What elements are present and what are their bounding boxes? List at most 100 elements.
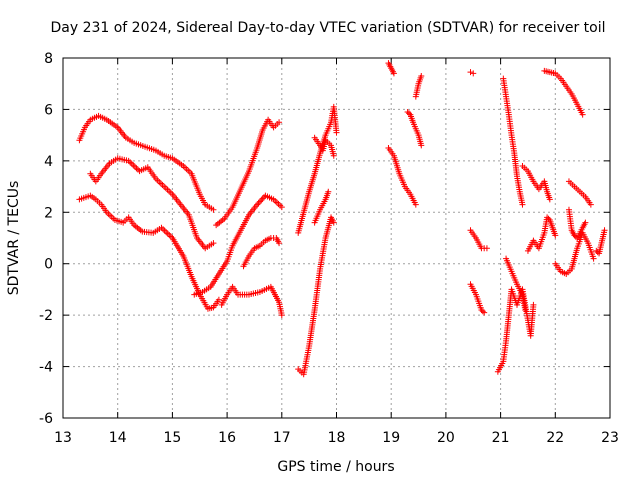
series-track-n <box>404 109 425 149</box>
data-point <box>130 162 137 169</box>
data-point <box>418 142 425 149</box>
data-point <box>278 312 285 319</box>
data-points <box>76 60 608 378</box>
series-track-c <box>87 155 217 252</box>
data-point <box>163 229 170 236</box>
x-tick-label: 15 <box>163 430 181 446</box>
series-track-l <box>385 60 397 77</box>
series-track-h <box>295 103 340 236</box>
series-track-f <box>218 283 285 319</box>
series-track-s <box>494 286 537 375</box>
y-tick-label: 6 <box>44 102 53 118</box>
y-tick-label: -2 <box>39 308 53 324</box>
series-track-t <box>500 75 526 208</box>
data-point <box>390 70 397 77</box>
series-track-q <box>467 227 490 252</box>
data-point <box>256 198 263 205</box>
x-tick-label: 22 <box>546 430 564 446</box>
data-point <box>545 215 552 222</box>
data-point <box>215 296 222 303</box>
y-tick-label: 2 <box>44 205 53 221</box>
series-track-aa <box>565 178 594 208</box>
data-point <box>276 119 283 126</box>
data-point <box>330 152 337 159</box>
series-track-w <box>524 214 559 254</box>
data-point <box>590 255 597 262</box>
data-point <box>479 308 486 315</box>
data-point <box>210 206 217 213</box>
data-point <box>276 240 283 247</box>
y-tick-label: 0 <box>44 257 53 273</box>
series-track-y <box>552 229 597 277</box>
data-point <box>259 195 266 202</box>
series-track-u <box>503 255 529 313</box>
series-track-i <box>295 214 337 378</box>
data-point <box>467 69 474 76</box>
series-track-d <box>191 192 285 298</box>
series-track-a <box>76 112 217 213</box>
data-point <box>587 201 594 208</box>
data-point <box>546 196 553 203</box>
data-point <box>522 307 529 313</box>
x-tick-label: 13 <box>54 430 72 446</box>
data-point <box>481 309 488 316</box>
series-track-e <box>213 116 283 229</box>
series-track-z <box>565 206 589 241</box>
data-point <box>579 111 586 118</box>
series-track-ab <box>593 227 608 257</box>
data-point <box>519 201 526 208</box>
y-tick-labels: -6 -4 -2 0 2 4 6 8 <box>39 51 53 427</box>
data-point <box>333 129 340 136</box>
data-point <box>133 165 140 172</box>
x-tick-label: 18 <box>328 430 346 446</box>
series-track-v <box>519 163 553 203</box>
data-point <box>418 73 425 79</box>
series-track-g <box>240 235 283 270</box>
x-tick-label: 21 <box>492 430 510 446</box>
x-tick-label: 19 <box>382 430 400 446</box>
data-point <box>128 160 135 167</box>
data-point <box>571 232 578 239</box>
y-tick-label: 4 <box>44 154 53 170</box>
data-point <box>166 232 173 239</box>
series-track-x <box>541 67 586 118</box>
x-tick-label: 23 <box>601 430 619 446</box>
plot-frame <box>62 57 611 419</box>
chart-title: Day 231 of 2024, Sidereal Day-to-day VTE… <box>50 20 605 36</box>
y-tick-label: -4 <box>39 360 53 376</box>
series-track-p <box>467 69 477 77</box>
data-point <box>261 194 268 201</box>
grid <box>63 58 610 418</box>
data-point <box>478 307 485 313</box>
data-point <box>278 204 285 211</box>
x-axis-title: GPS time / hours <box>277 459 394 475</box>
data-point <box>601 227 608 234</box>
data-point <box>325 188 332 195</box>
x-tick-label: 16 <box>218 430 236 446</box>
data-point <box>254 201 261 208</box>
data-point <box>135 166 142 173</box>
data-point <box>405 110 412 117</box>
data-point <box>552 232 559 239</box>
data-point <box>167 233 174 240</box>
y-tick-label: 8 <box>44 51 53 67</box>
data-point <box>544 214 551 221</box>
data-point <box>404 109 411 115</box>
x-tick-labels: 13 14 15 16 17 18 19 20 21 22 23 <box>54 430 619 446</box>
data-point <box>412 201 419 208</box>
series-track-k <box>311 188 332 226</box>
data-point <box>483 245 490 252</box>
data-point <box>530 301 537 308</box>
series-track-b <box>76 192 222 312</box>
x-tick-label: 20 <box>437 430 455 446</box>
data-point <box>131 163 138 170</box>
x-tick-label: 14 <box>109 430 127 446</box>
data-point <box>582 219 589 226</box>
data-point <box>160 226 167 233</box>
data-point <box>161 227 168 234</box>
data-point <box>255 200 262 207</box>
data-point <box>258 197 265 204</box>
data-point <box>164 230 171 237</box>
series-track-m <box>385 145 419 208</box>
